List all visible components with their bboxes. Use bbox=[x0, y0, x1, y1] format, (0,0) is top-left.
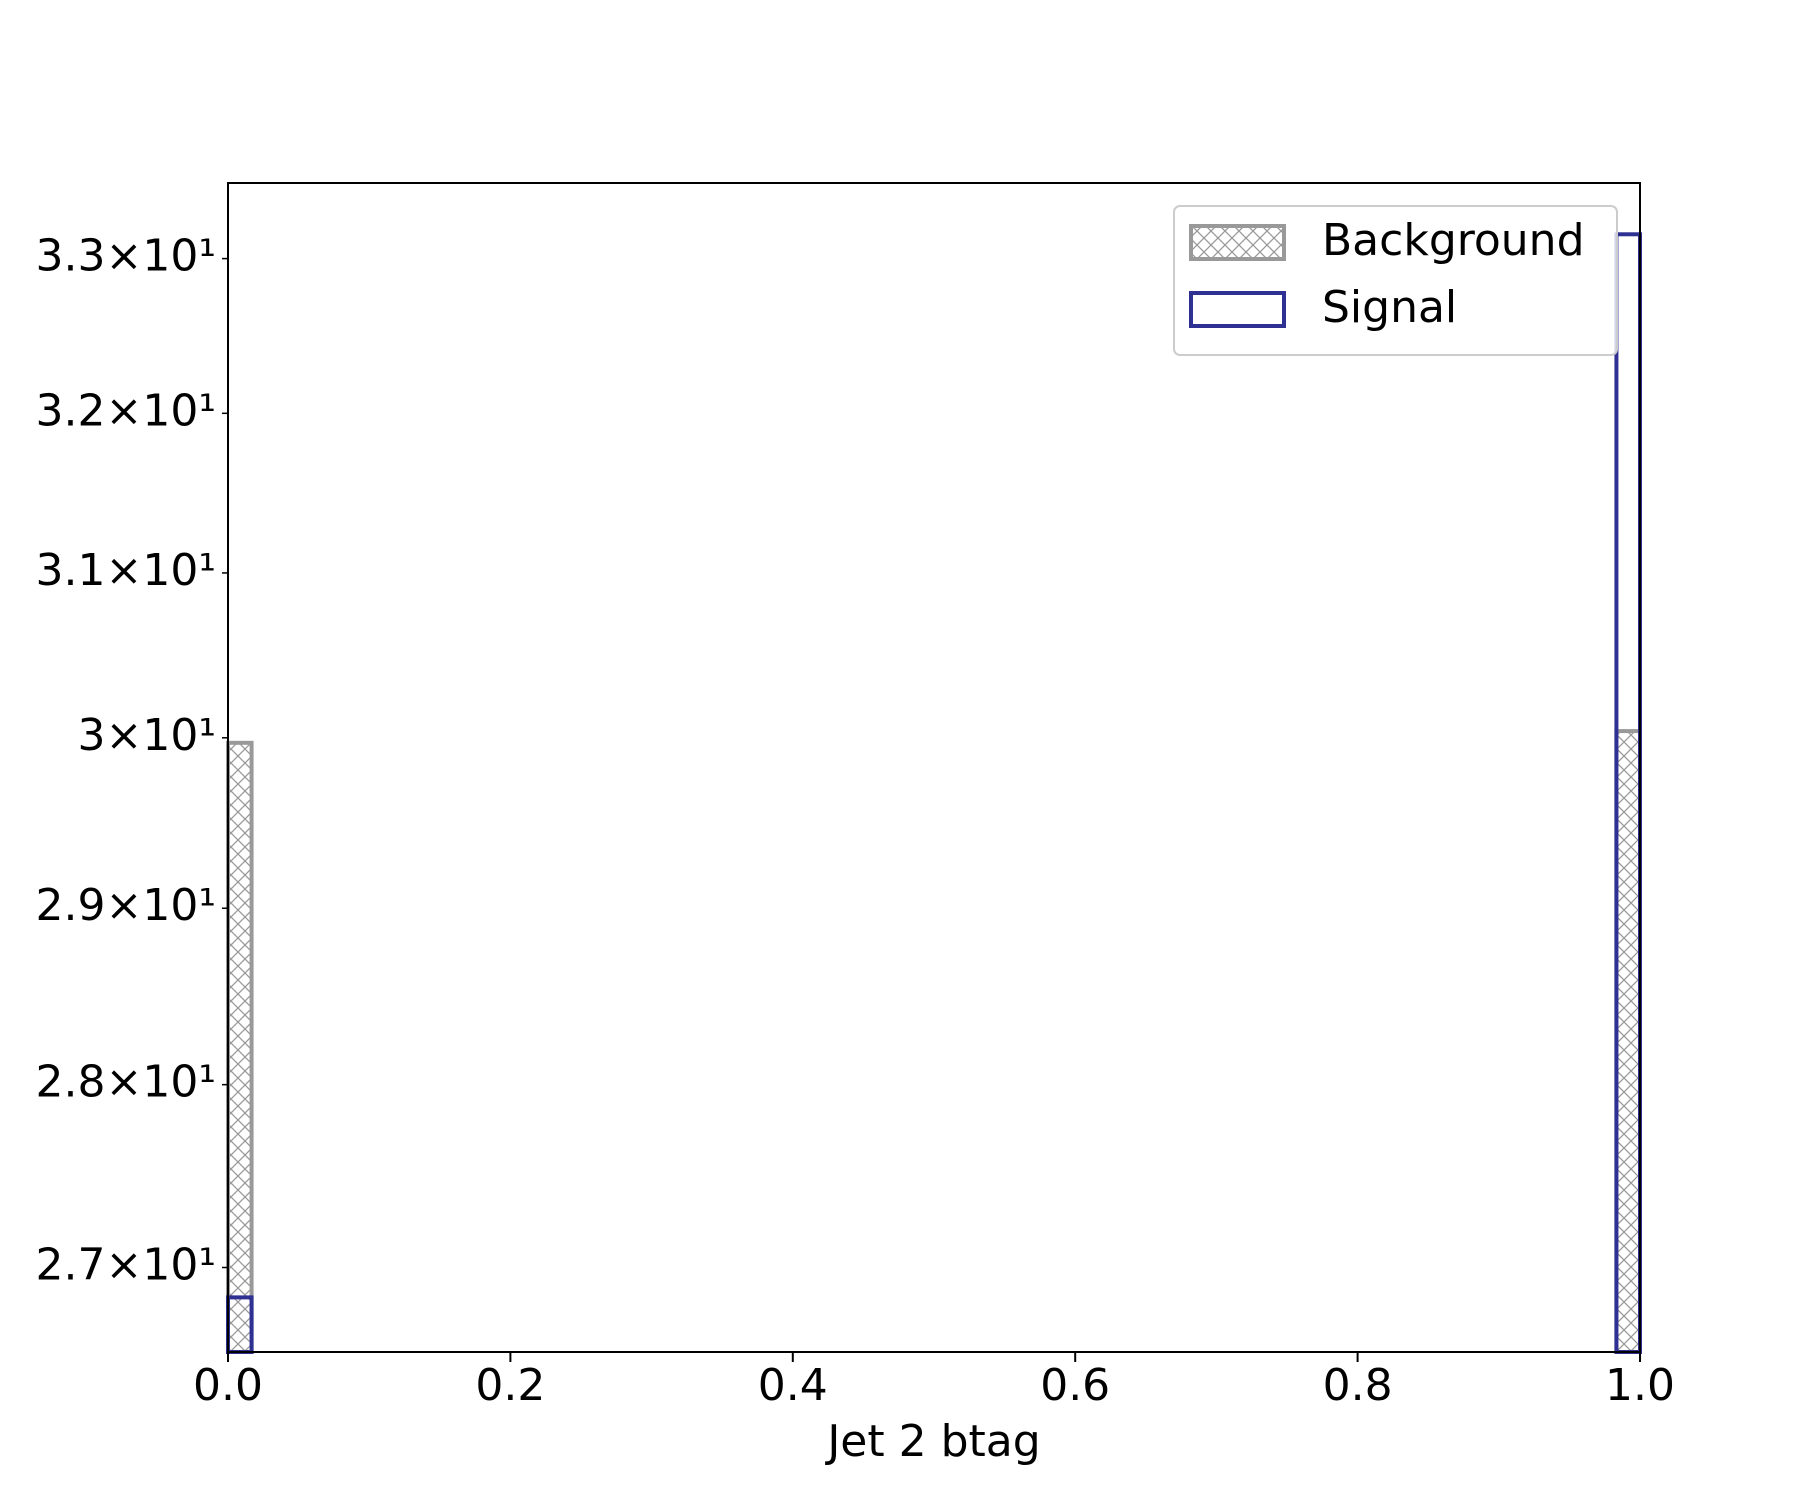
legend-swatch bbox=[1189, 291, 1286, 328]
histogram-bar bbox=[226, 740, 254, 1354]
x-tick-label: 1.0 bbox=[1605, 1360, 1675, 1411]
x-tick-label: 0.6 bbox=[1040, 1360, 1110, 1411]
legend-label: Signal bbox=[1322, 282, 1457, 333]
x-tick-label: 0.0 bbox=[193, 1360, 263, 1411]
y-tick-label: 2.8×10¹ bbox=[36, 1057, 216, 1108]
histogram-bar bbox=[1614, 729, 1642, 1354]
legend-swatch bbox=[1189, 224, 1286, 261]
plot-frame bbox=[227, 182, 1641, 1353]
y-tick-label: 2.9×10¹ bbox=[36, 880, 216, 931]
x-tick-label: 0.2 bbox=[475, 1360, 545, 1411]
x-tick-label: 0.8 bbox=[1323, 1360, 1393, 1411]
x-axis-label: Jet 2 btag bbox=[824, 1416, 1040, 1467]
y-tick-label: 2.7×10¹ bbox=[36, 1240, 216, 1291]
legend-label: Background bbox=[1322, 215, 1585, 266]
x-tick-label: 0.4 bbox=[758, 1360, 828, 1411]
y-tick-label: 3.3×10¹ bbox=[36, 231, 216, 282]
y-tick-label: 3×10¹ bbox=[78, 710, 217, 761]
y-tick-label: 3.1×10¹ bbox=[36, 545, 216, 596]
y-tick-label: 3.2×10¹ bbox=[36, 385, 216, 436]
